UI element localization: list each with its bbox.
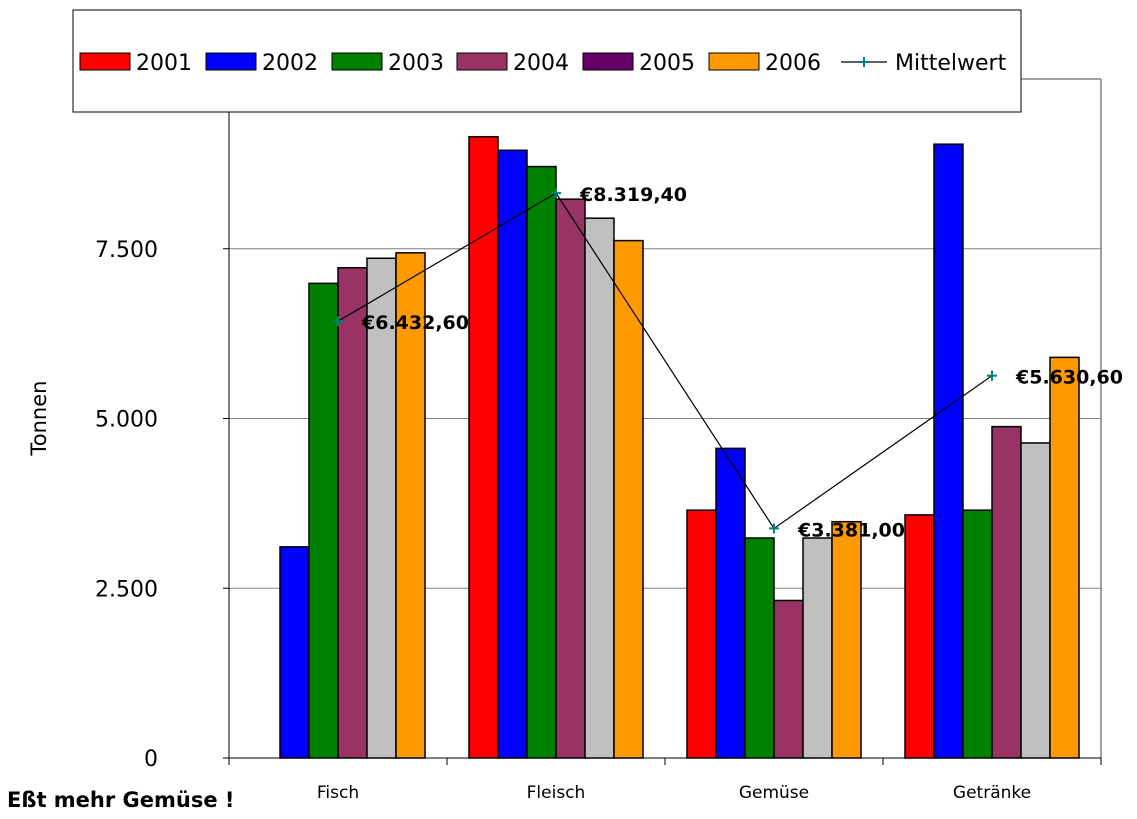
legend-label-2001: 2001 bbox=[136, 51, 192, 76]
y-tick-label: 2.500 bbox=[95, 577, 158, 602]
bar-2004 bbox=[337, 267, 368, 759]
legend-swatch-2004 bbox=[456, 52, 508, 71]
footer-text: Eßt mehr Gemüse ! bbox=[7, 788, 235, 812]
bar-2002 bbox=[933, 143, 964, 759]
x-axis: Fisch Fleisch Gemüse Getränke bbox=[228, 757, 1102, 803]
mean-point bbox=[551, 188, 561, 199]
bar-2001 bbox=[904, 514, 935, 759]
legend-swatch-2001 bbox=[79, 52, 131, 71]
x-tick-label: Getränke bbox=[953, 783, 1031, 803]
legend-label-2005: 2005 bbox=[639, 51, 695, 76]
mean-point bbox=[769, 523, 779, 534]
data-labels: €6.432,60 €8.319,40 €3.381,00 €5.630,60 bbox=[361, 184, 1123, 541]
bar-2003 bbox=[526, 165, 557, 759]
bars bbox=[279, 135, 1080, 759]
mean-data-label: €5.630,60 bbox=[1015, 367, 1123, 389]
legend: 2001 2002 2003 2004 2005 2006 Mittelwert bbox=[72, 9, 1022, 113]
legend-label-2006: 2006 bbox=[765, 51, 821, 76]
bar-2005 bbox=[366, 257, 397, 759]
bar-2002 bbox=[497, 149, 528, 759]
bar-2004 bbox=[555, 198, 586, 759]
bar-2006 bbox=[1049, 356, 1080, 759]
legend-label-2003: 2003 bbox=[388, 51, 444, 76]
legend-swatch-2005 bbox=[582, 52, 634, 71]
y-tick-label: 0 bbox=[144, 747, 158, 772]
legend-swatch-2003 bbox=[331, 52, 383, 71]
y-tick-label: 5.000 bbox=[95, 408, 158, 433]
bar-2006 bbox=[613, 239, 644, 759]
bar-2004 bbox=[773, 599, 804, 759]
mean-point bbox=[333, 316, 343, 327]
bar-2002 bbox=[715, 447, 746, 759]
legend-swatch-2002 bbox=[205, 52, 257, 71]
bar-2005 bbox=[802, 537, 833, 759]
y-tick-label: 7.500 bbox=[95, 238, 158, 263]
bar-2005 bbox=[584, 217, 615, 759]
bar-2006 bbox=[831, 520, 862, 759]
bar-2005 bbox=[1020, 442, 1051, 759]
legend-swatch-2006 bbox=[708, 52, 760, 71]
mean-point bbox=[987, 370, 997, 381]
bar-2003 bbox=[308, 282, 339, 759]
bar-2006 bbox=[395, 252, 426, 759]
bar-2004 bbox=[991, 425, 1022, 759]
x-tick-label: Fleisch bbox=[527, 783, 586, 803]
bar-2003 bbox=[962, 509, 993, 759]
mean-series-line bbox=[337, 192, 993, 530]
y-axis-label: Tonnen bbox=[27, 381, 51, 457]
mean-data-label: €6.432,60 bbox=[361, 312, 469, 334]
legend-label-2004: 2004 bbox=[513, 51, 569, 76]
x-tick-label: Gemüse bbox=[739, 783, 809, 803]
bar-2002 bbox=[279, 546, 310, 759]
legend-label-2002: 2002 bbox=[262, 51, 318, 76]
bar-2001 bbox=[468, 135, 499, 759]
mean-line bbox=[333, 188, 997, 534]
legend-label-mean: Mittelwert bbox=[895, 51, 1007, 76]
bar-2001 bbox=[686, 509, 717, 759]
x-tick-label: Fisch bbox=[317, 783, 359, 803]
mean-data-label: €3.381,00 bbox=[797, 519, 905, 541]
mean-data-label: €8.319,40 bbox=[579, 184, 687, 206]
bar-2003 bbox=[744, 537, 775, 759]
